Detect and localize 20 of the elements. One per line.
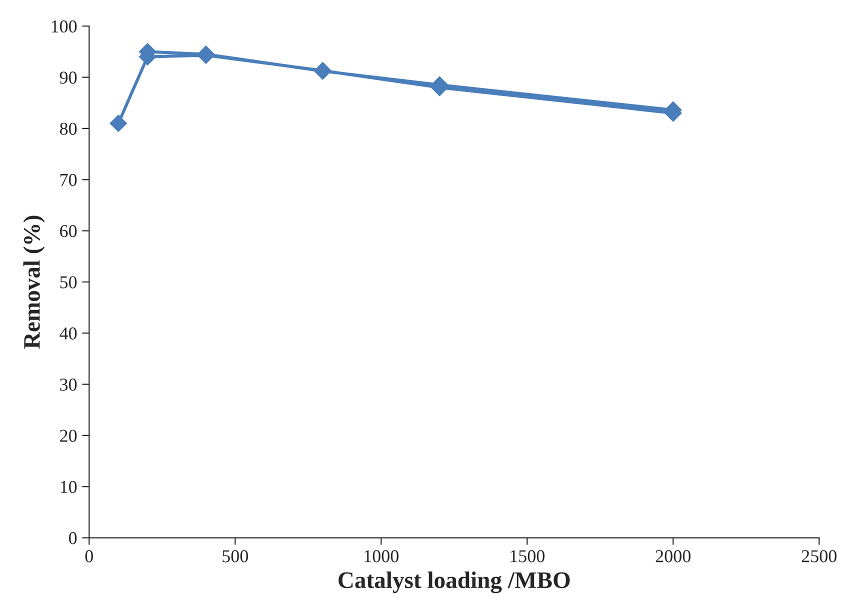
y-tick-label: 0: [69, 532, 77, 544]
x-tick-label: 1000: [364, 550, 399, 562]
x-tick-label: 0: [85, 550, 93, 562]
y-tick-label: 10: [60, 480, 77, 494]
y-axis-title: Removal (%): [23, 216, 45, 349]
y-tick-label: 40: [60, 327, 77, 340]
y-tick-label: 60: [60, 225, 77, 238]
x-tick-label: 2000: [656, 550, 691, 562]
y-tick-label: 50: [60, 276, 77, 288]
x-tick-label: 1500: [510, 550, 545, 562]
x-tick-label: 2500: [802, 550, 836, 562]
y-tick-label: 100: [52, 20, 77, 33]
y-tick-label: 80: [60, 122, 77, 135]
x-tick-label: 500: [222, 550, 248, 562]
point: [110, 114, 127, 132]
y-tick-label: 30: [60, 378, 77, 391]
y-tick-label: 20: [60, 430, 77, 442]
x-axis-title: Catalyst loading /MBO: [338, 572, 570, 594]
y-tick-label: 70: [60, 174, 77, 186]
y-tick-label: 90: [60, 72, 77, 84]
